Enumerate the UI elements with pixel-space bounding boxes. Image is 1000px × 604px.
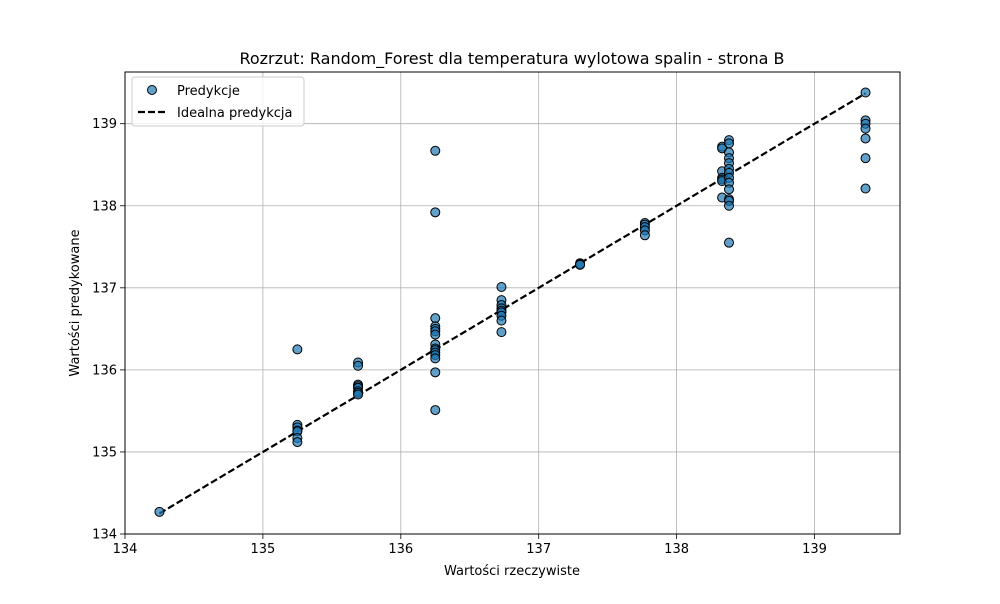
data-point: [430, 313, 441, 324]
data-point: [430, 367, 441, 378]
data-point: [860, 183, 871, 194]
data-point: [860, 87, 871, 98]
data-point: [860, 123, 871, 134]
y-tick-label: 136: [92, 363, 117, 378]
legend: Predykcje Idealna predykcja: [131, 76, 305, 127]
y-tick-label: 139: [92, 117, 117, 132]
data-point: [860, 133, 871, 144]
data-point: [496, 281, 507, 292]
x-tick-label: 139: [802, 542, 827, 557]
data-point: [496, 327, 507, 338]
data-point: [724, 237, 735, 248]
y-axis-label: Wartości predykowane: [68, 229, 83, 376]
x-tick-label: 135: [250, 542, 275, 557]
data-point: [860, 153, 871, 164]
x-axis-ticks: 134 135 136 137 138 139: [113, 534, 827, 557]
plot-frame: [124, 71, 901, 535]
x-tick-label: 137: [526, 542, 551, 557]
legend-marker-predykcje: [147, 85, 157, 95]
x-axis-label: Wartości rzeczywiste: [444, 564, 580, 579]
legend-box: [131, 76, 305, 127]
data-point: [430, 207, 441, 218]
data-point: [575, 259, 586, 270]
data-point: [430, 329, 441, 340]
x-tick-label: 136: [388, 542, 413, 557]
data-point: [496, 315, 507, 326]
x-tick-label: 134: [113, 542, 138, 557]
data-point: [353, 389, 364, 400]
data-point: [292, 344, 303, 355]
ideal-line-layer: [158, 92, 867, 515]
y-tick-label: 134: [92, 528, 117, 543]
legend-label-predykcje: Predykcje: [177, 84, 240, 99]
data-point: [430, 145, 441, 156]
data-point: [353, 360, 364, 371]
data-point: [154, 506, 165, 517]
data-point: [724, 138, 735, 149]
data-point: [724, 200, 735, 211]
data-point: [292, 437, 303, 448]
chart-title: Rozrzut: Random_Forest dla temperatura w…: [239, 49, 784, 69]
y-tick-label: 135: [92, 445, 117, 460]
y-tick-label: 137: [92, 281, 117, 296]
data-point: [724, 184, 735, 195]
ideal-prediction-line: [158, 92, 867, 515]
data-point: [639, 230, 650, 241]
points-layer: [154, 87, 871, 517]
x-tick-label: 138: [664, 542, 689, 557]
y-axis-ticks: 134 135 136 137 138 139: [92, 117, 125, 543]
data-point: [430, 353, 441, 364]
data-point: [430, 405, 441, 416]
y-tick-label: 138: [92, 199, 117, 214]
legend-label-idealna-predykcja: Idealna predykcja: [177, 106, 293, 121]
